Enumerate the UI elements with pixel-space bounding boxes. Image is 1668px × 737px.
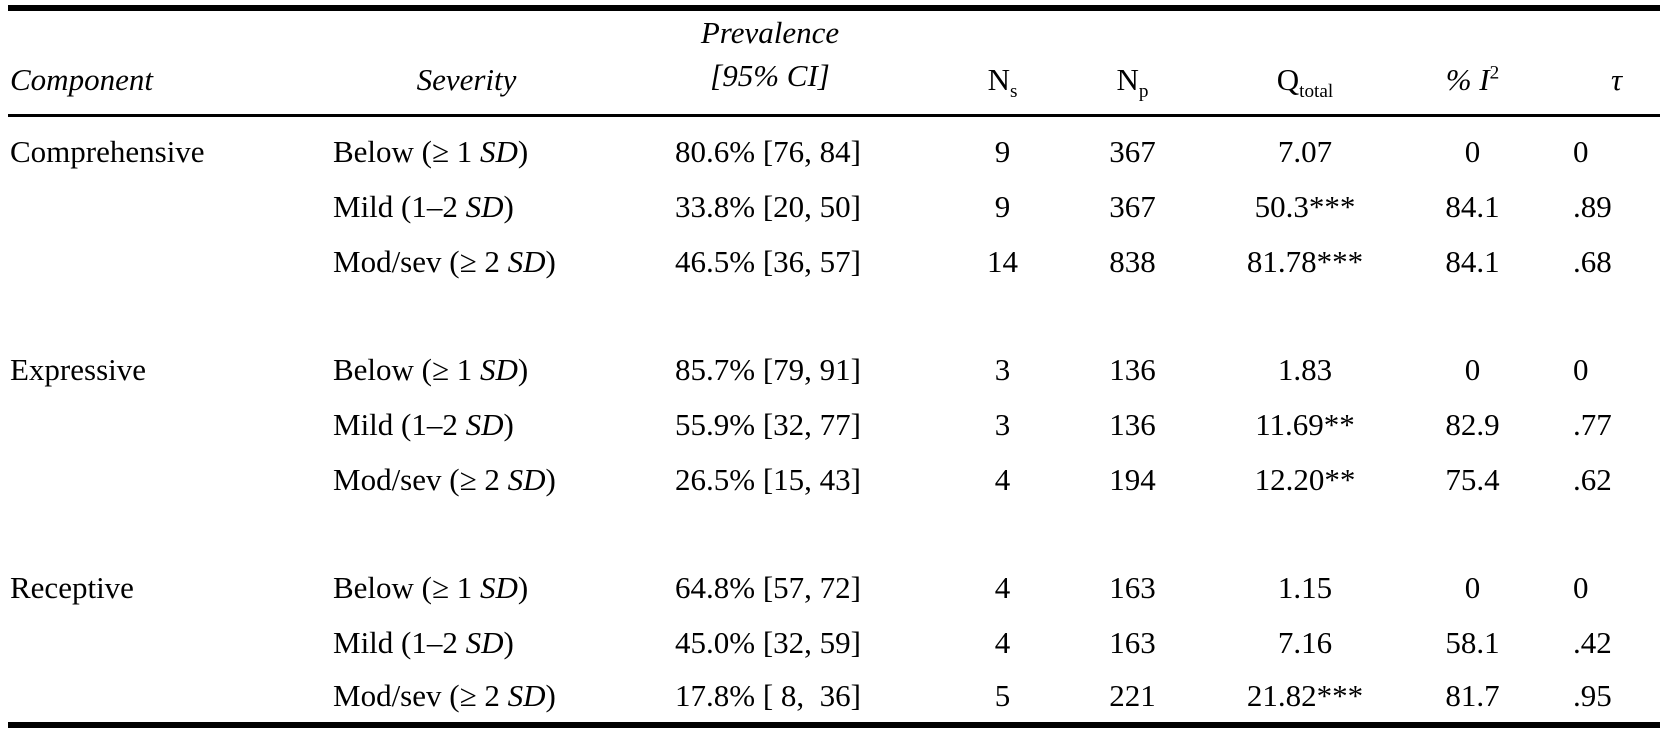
i-squared-cell: 0 <box>1464 351 1481 387</box>
header-prevalence-line2: [95% CI] <box>710 57 830 93</box>
prevalence-cell: 85.7% [79, 91] <box>675 351 861 387</box>
tau-cell: 0 <box>1573 351 1589 387</box>
q-total-cell: 7.16 <box>1277 624 1333 660</box>
i-squared-cell: 84.1 <box>1445 243 1500 279</box>
n-studies-cell: 4 <box>994 624 1011 660</box>
header-component-label: Component <box>10 61 153 97</box>
header-n-participants: Np <box>1065 8 1200 117</box>
tau-cell: .95 <box>1573 678 1612 713</box>
prevalence-cell: 80.6% [76, 84] <box>675 134 861 170</box>
group-spacer <box>8 507 1660 560</box>
n-studies-cell: 9 <box>994 134 1011 170</box>
table-row: Mod/sev (≥ 2 SD) 17.8% [ 8, 36] 5 221 21… <box>8 670 1660 725</box>
severity-cell: Mild (1–2 SD) <box>333 406 514 442</box>
table-row: Receptive Below (≥ 1 SD) 64.8% [57, 72] … <box>8 560 1660 615</box>
header-q-total: Qtotal <box>1200 8 1410 117</box>
component-cell <box>8 615 333 670</box>
component-cell: Receptive <box>10 569 134 605</box>
component-cell <box>8 670 333 725</box>
i-squared-cell: 58.1 <box>1445 624 1500 660</box>
tau-cell: .62 <box>1573 461 1612 497</box>
severity-cell: Below (≥ 1 SD) <box>333 569 529 605</box>
prevalence-cell: 26.5% [15, 43] <box>675 461 861 497</box>
n-participants-cell: 163 <box>1109 624 1156 660</box>
prevalence-cell: 55.9% [32, 77] <box>675 406 861 442</box>
n-participants-cell: 136 <box>1109 351 1156 387</box>
component-cell <box>8 397 333 452</box>
severity-cell: Below (≥ 1 SD) <box>333 134 529 170</box>
n-studies-cell: 14 <box>987 243 1018 279</box>
header-tau: τ <box>1535 8 1660 117</box>
header-n-studies: Ns <box>940 8 1065 117</box>
n-participants-cell: 136 <box>1109 406 1156 442</box>
q-total-cell: 1.15 <box>1277 569 1333 605</box>
n-studies-cell: 4 <box>994 461 1011 497</box>
n-studies-cell: 4 <box>994 569 1011 605</box>
prevalence-cell: 33.8% [20, 50] <box>675 188 861 224</box>
n-participants-cell: 838 <box>1109 243 1156 279</box>
prevalence-cell: 64.8% [57, 72] <box>675 569 861 605</box>
severity-cell: Mild (1–2 SD) <box>333 188 514 224</box>
header-component: Component <box>8 8 333 117</box>
q-total-cell: 12.20** <box>1254 461 1356 497</box>
severity-cell: Mod/sev (≥ 2 SD) <box>333 678 556 713</box>
n-studies-cell: 3 <box>994 406 1011 442</box>
i-squared-cell: 0 <box>1464 134 1481 170</box>
table-row: Expressive Below (≥ 1 SD) 85.7% [79, 91]… <box>8 342 1660 397</box>
table-row: Mild (1–2 SD) 55.9% [32, 77] 3 136 11.69… <box>8 397 1660 452</box>
q-total-cell: 7.07 <box>1277 134 1333 170</box>
component-cell <box>8 179 333 234</box>
tau-symbol: τ <box>1610 61 1623 97</box>
severity-cell: Mod/sev (≥ 2 SD) <box>333 461 556 497</box>
q-total-cell: 21.82*** <box>1246 678 1364 713</box>
q-total-cell: 50.3*** <box>1254 188 1356 224</box>
table-row: Mild (1–2 SD) 45.0% [32, 59] 4 163 7.16 … <box>8 615 1660 670</box>
i-squared-cell: 84.1 <box>1445 188 1500 224</box>
n-studies-cell: 5 <box>994 678 1011 713</box>
component-cell: Comprehensive <box>10 134 205 170</box>
header-prevalence-line1: Prevalence <box>700 14 840 50</box>
header-severity: Severity <box>333 8 600 117</box>
table-row: Mod/sev (≥ 2 SD) 26.5% [15, 43] 4 194 12… <box>8 452 1660 507</box>
header-row: Component Severity Prevalence [95% CI] N… <box>8 8 1660 117</box>
tau-cell: .89 <box>1573 188 1612 224</box>
i-squared-cell: 82.9 <box>1445 406 1500 442</box>
table-row: Mild (1–2 SD) 33.8% [20, 50] 9 367 50.3*… <box>8 179 1660 234</box>
tau-cell: .42 <box>1573 624 1612 660</box>
group-spacer <box>8 289 1660 342</box>
severity-cell: Mod/sev (≥ 2 SD) <box>333 243 556 279</box>
table-container: Component Severity Prevalence [95% CI] N… <box>8 5 1660 728</box>
prevalence-cell: 17.8% [ 8, 36] <box>675 678 861 713</box>
table-row: Mod/sev (≥ 2 SD) 46.5% [36, 57] 14 838 8… <box>8 234 1660 289</box>
i-squared-cell: 0 <box>1464 569 1481 605</box>
component-cell <box>8 234 333 289</box>
n-participants-cell: 367 <box>1109 188 1156 224</box>
q-total-cell: 81.78*** <box>1246 243 1364 279</box>
n-studies-cell: 9 <box>994 188 1011 224</box>
severity-cell: Below (≥ 1 SD) <box>333 351 529 387</box>
component-cell <box>8 452 333 507</box>
component-cell: Expressive <box>10 351 147 387</box>
n-participants-cell: 221 <box>1109 678 1156 713</box>
severity-cell: Mild (1–2 SD) <box>333 624 514 660</box>
q-total-cell: 11.69** <box>1255 406 1355 442</box>
n-participants-cell: 367 <box>1109 134 1156 170</box>
header-i-squared: % I2 <box>1410 8 1535 117</box>
tau-cell: .77 <box>1573 406 1612 442</box>
tau-cell: .68 <box>1573 243 1612 279</box>
prevalence-cell: 45.0% [32, 59] <box>675 624 861 660</box>
n-studies-cell: 3 <box>994 351 1011 387</box>
meta-analysis-results-table: Component Severity Prevalence [95% CI] N… <box>8 5 1660 728</box>
tau-cell: 0 <box>1573 569 1589 605</box>
q-total-cell: 1.83 <box>1277 351 1333 387</box>
i-squared-cell: 81.7 <box>1445 678 1500 713</box>
header-severity-label: Severity <box>416 61 517 97</box>
n-participants-cell: 163 <box>1109 569 1156 605</box>
i-squared-cell: 75.4 <box>1445 461 1500 497</box>
prevalence-cell: 46.5% [36, 57] <box>675 243 861 279</box>
tau-cell: 0 <box>1573 134 1589 170</box>
header-prevalence: Prevalence [95% CI] <box>600 8 940 117</box>
n-participants-cell: 194 <box>1109 461 1156 497</box>
table-row: Comprehensive Below (≥ 1 SD) 80.6% [76, … <box>8 115 1660 179</box>
